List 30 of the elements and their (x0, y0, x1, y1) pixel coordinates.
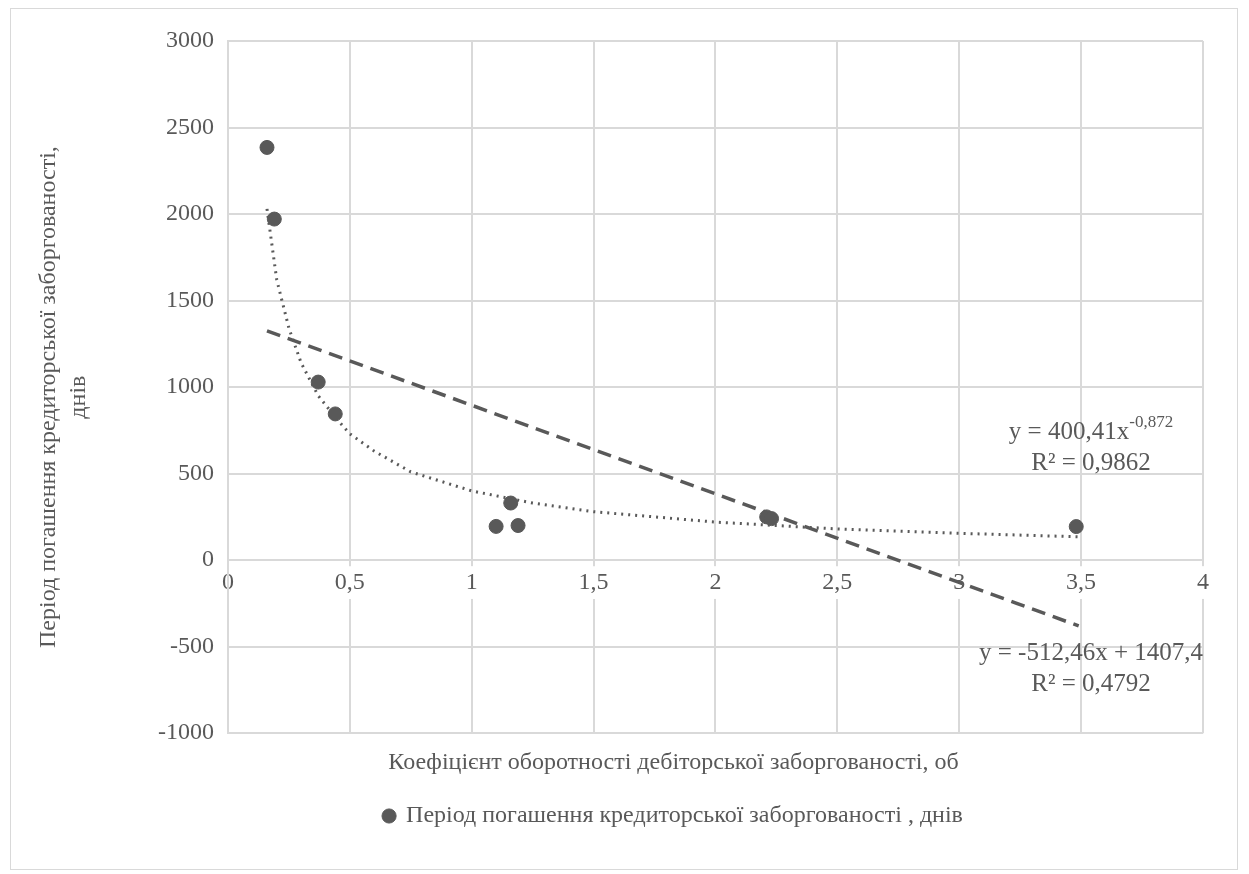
x-axis-title: Коефіцієнт оборотності дебіторської заборгованості, об (388, 748, 959, 775)
x-tick-label: 0,5 (334, 567, 365, 594)
y-tick-label: 0 (201, 545, 214, 572)
point (503, 495, 519, 511)
y-tick-label: 500 (177, 458, 214, 485)
point (1068, 519, 1084, 535)
annotation: R² = 0,4792 (1031, 669, 1151, 697)
x-tick-label: 1 (465, 567, 478, 594)
annotation: R² = 0,9862 (1031, 447, 1151, 475)
point (327, 406, 343, 422)
point (510, 518, 526, 534)
x-tick-label: 3,5 (1066, 567, 1097, 594)
annotation: y = -512,46x + 1407,4 (978, 638, 1204, 666)
y-tick-label: -1000 (157, 718, 214, 745)
y-axis-title: Період погашення кредиторської заборгованості, днів (34, 146, 91, 649)
x-tick-label: 4 (1197, 567, 1209, 594)
y-tick-label: -500 (169, 631, 214, 658)
point (310, 374, 326, 390)
y-tick-label: 1500 (165, 285, 214, 312)
y-tick-label: 1000 (165, 372, 214, 399)
y-tick-label: 2000 (165, 199, 214, 226)
x-tick-label: 2,5 (822, 567, 853, 594)
point (259, 139, 275, 155)
point (488, 518, 504, 534)
point (266, 211, 282, 227)
x-tick-label: 1,5 (578, 567, 609, 594)
x-tick-label: 2 (709, 567, 722, 594)
y-tick-label: 3000 (165, 26, 214, 53)
legend-label: Період погашення кредиторської заборгованості , днів (406, 801, 963, 828)
y-tick-label: 2500 (165, 112, 214, 139)
